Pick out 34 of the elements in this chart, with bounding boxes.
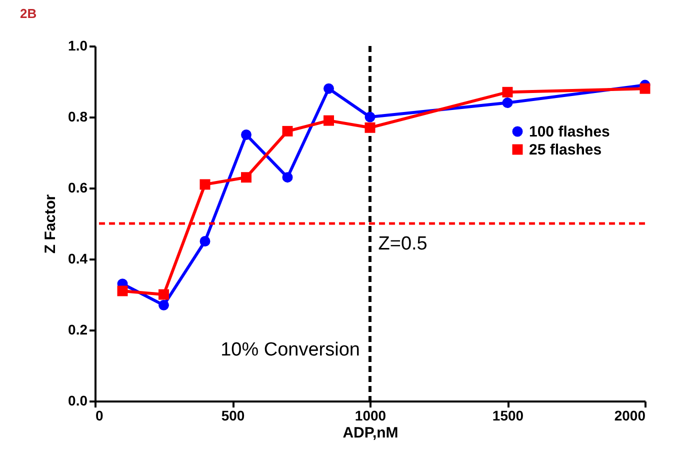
point — [117, 286, 128, 296]
point — [282, 172, 293, 183]
x-tick-label: 1500 — [492, 408, 524, 424]
point — [282, 126, 293, 136]
point — [241, 172, 252, 183]
x-tick-label: 0 — [96, 408, 104, 424]
point — [241, 130, 252, 140]
point — [364, 112, 376, 122]
ref-line-label: 10% Conversion — [220, 340, 360, 361]
ref-line-label: Z=0.5 — [378, 234, 428, 254]
point — [200, 236, 210, 246]
x-tick-label: 500 — [221, 408, 245, 424]
point — [640, 83, 650, 94]
point — [502, 86, 513, 98]
x-tick-label: 2000 — [614, 408, 646, 424]
chart-title: 2B — [20, 6, 37, 21]
x-axis-title: ADP,nM — [342, 424, 398, 442]
point — [324, 83, 334, 94]
point — [502, 98, 513, 108]
legend-label: 25 flashes — [529, 142, 602, 158]
y-tick-label: 0.0 — [68, 392, 88, 408]
point — [158, 300, 169, 310]
point — [200, 179, 210, 190]
y-tick-label: 0.2 — [68, 322, 88, 338]
y-tick-label: 0.6 — [68, 180, 88, 196]
point — [324, 115, 334, 126]
point — [364, 122, 376, 133]
y-tick-label: 0.4 — [68, 250, 88, 266]
legend-label: 100 flashes — [529, 124, 610, 140]
x-tick-label: 1000 — [354, 408, 386, 424]
y-axis-title: Z Factor — [42, 194, 60, 254]
point — [158, 289, 169, 300]
y-tick-label: 1.0 — [68, 38, 88, 54]
y-tick-label: 0.8 — [68, 108, 88, 124]
